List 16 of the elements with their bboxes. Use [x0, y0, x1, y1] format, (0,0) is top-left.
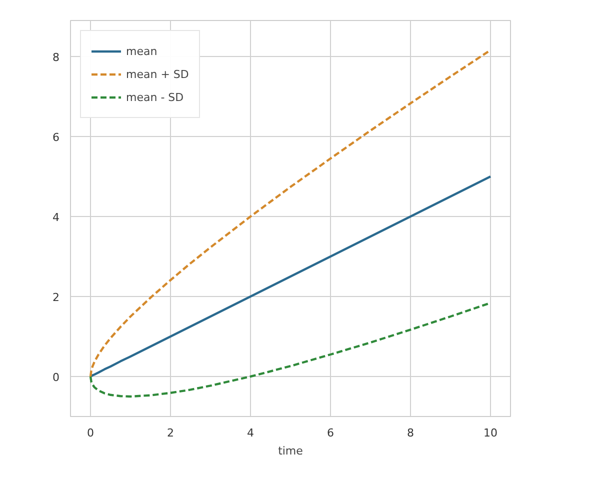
y-tick-label: 4	[52, 211, 60, 224]
y-tick-label: 6	[52, 131, 60, 144]
line-series	[89, 175, 492, 378]
legend-label: mean	[126, 44, 158, 58]
y-tick-label: 8	[52, 51, 60, 64]
y-tick-label: 0	[52, 371, 60, 384]
x-tick-label: 4	[247, 426, 254, 440]
x-tick-label: 8	[407, 426, 414, 440]
x-tick-label: 0	[87, 426, 94, 440]
y-tick-label: 2	[52, 291, 60, 304]
x-axis-title: time	[278, 444, 304, 458]
x-tick-label: 10	[484, 426, 498, 440]
x-tick-label: 2	[167, 426, 174, 440]
legend-label: mean - SD	[126, 90, 184, 104]
x-tick-label: 6	[327, 426, 334, 440]
legend-label: mean + SD	[126, 68, 189, 80]
